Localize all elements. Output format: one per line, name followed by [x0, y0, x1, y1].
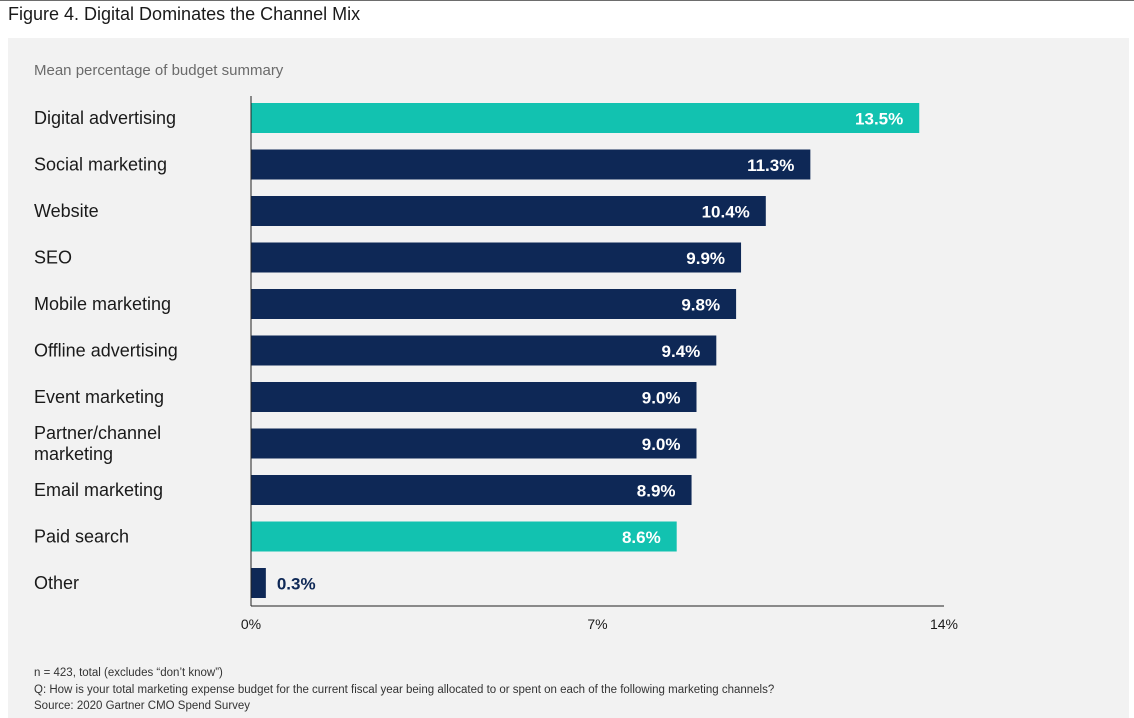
category-label: Email marketing [34, 480, 163, 500]
category-label: Offline advertising [34, 341, 178, 361]
source-note: Source: 2020 Gartner CMO Spend Survey [34, 700, 251, 712]
bar-2 [251, 149, 811, 180]
x-tick-label: 14% [930, 616, 958, 632]
bar-8 [251, 428, 697, 459]
category-label: Partner/channel marketing [34, 423, 161, 464]
figure-title: Figure 4. Digital Dominates the Channel … [8, 4, 361, 24]
bar-9 [251, 475, 692, 505]
value-label: 13.5% [855, 110, 903, 129]
value-label: 9.8% [681, 296, 720, 315]
bar-11 [251, 568, 266, 598]
value-label: 8.6% [622, 528, 661, 547]
value-label: 0.3% [277, 575, 316, 594]
category-label: Paid search [34, 527, 129, 547]
chart-subtitle: Mean percentage of budget summary [34, 62, 284, 79]
top-rule [0, 0, 1134, 1]
value-label: 9.9% [686, 249, 725, 268]
bar-6 [251, 335, 717, 366]
value-label: 9.0% [642, 389, 681, 408]
bar-4 [251, 242, 742, 273]
sample-size-note: n = 423, total (excludes “don’t know”) [34, 667, 223, 679]
category-label: Website [34, 201, 99, 221]
x-tick-label: 7% [587, 616, 607, 632]
value-label: 11.3% [747, 156, 794, 175]
bar-7 [251, 382, 697, 412]
category-label: Other [34, 573, 79, 593]
category-label: Event marketing [34, 387, 164, 407]
bar-1 [251, 103, 920, 133]
category-label: Digital advertising [34, 108, 176, 128]
category-label: Social marketing [34, 155, 167, 175]
value-label: 9.0% [642, 435, 681, 454]
bar-10 [251, 521, 677, 552]
bar-5 [251, 289, 737, 319]
category-label: SEO [34, 248, 72, 268]
bar-3 [251, 196, 766, 226]
survey-question-note: Q: How is your total marketing expense b… [34, 684, 775, 696]
category-label: Mobile marketing [34, 294, 171, 314]
value-label: 8.9% [637, 482, 676, 501]
value-label: 10.4% [702, 203, 750, 222]
x-tick-label: 0% [241, 616, 261, 632]
value-label: 9.4% [662, 342, 701, 361]
